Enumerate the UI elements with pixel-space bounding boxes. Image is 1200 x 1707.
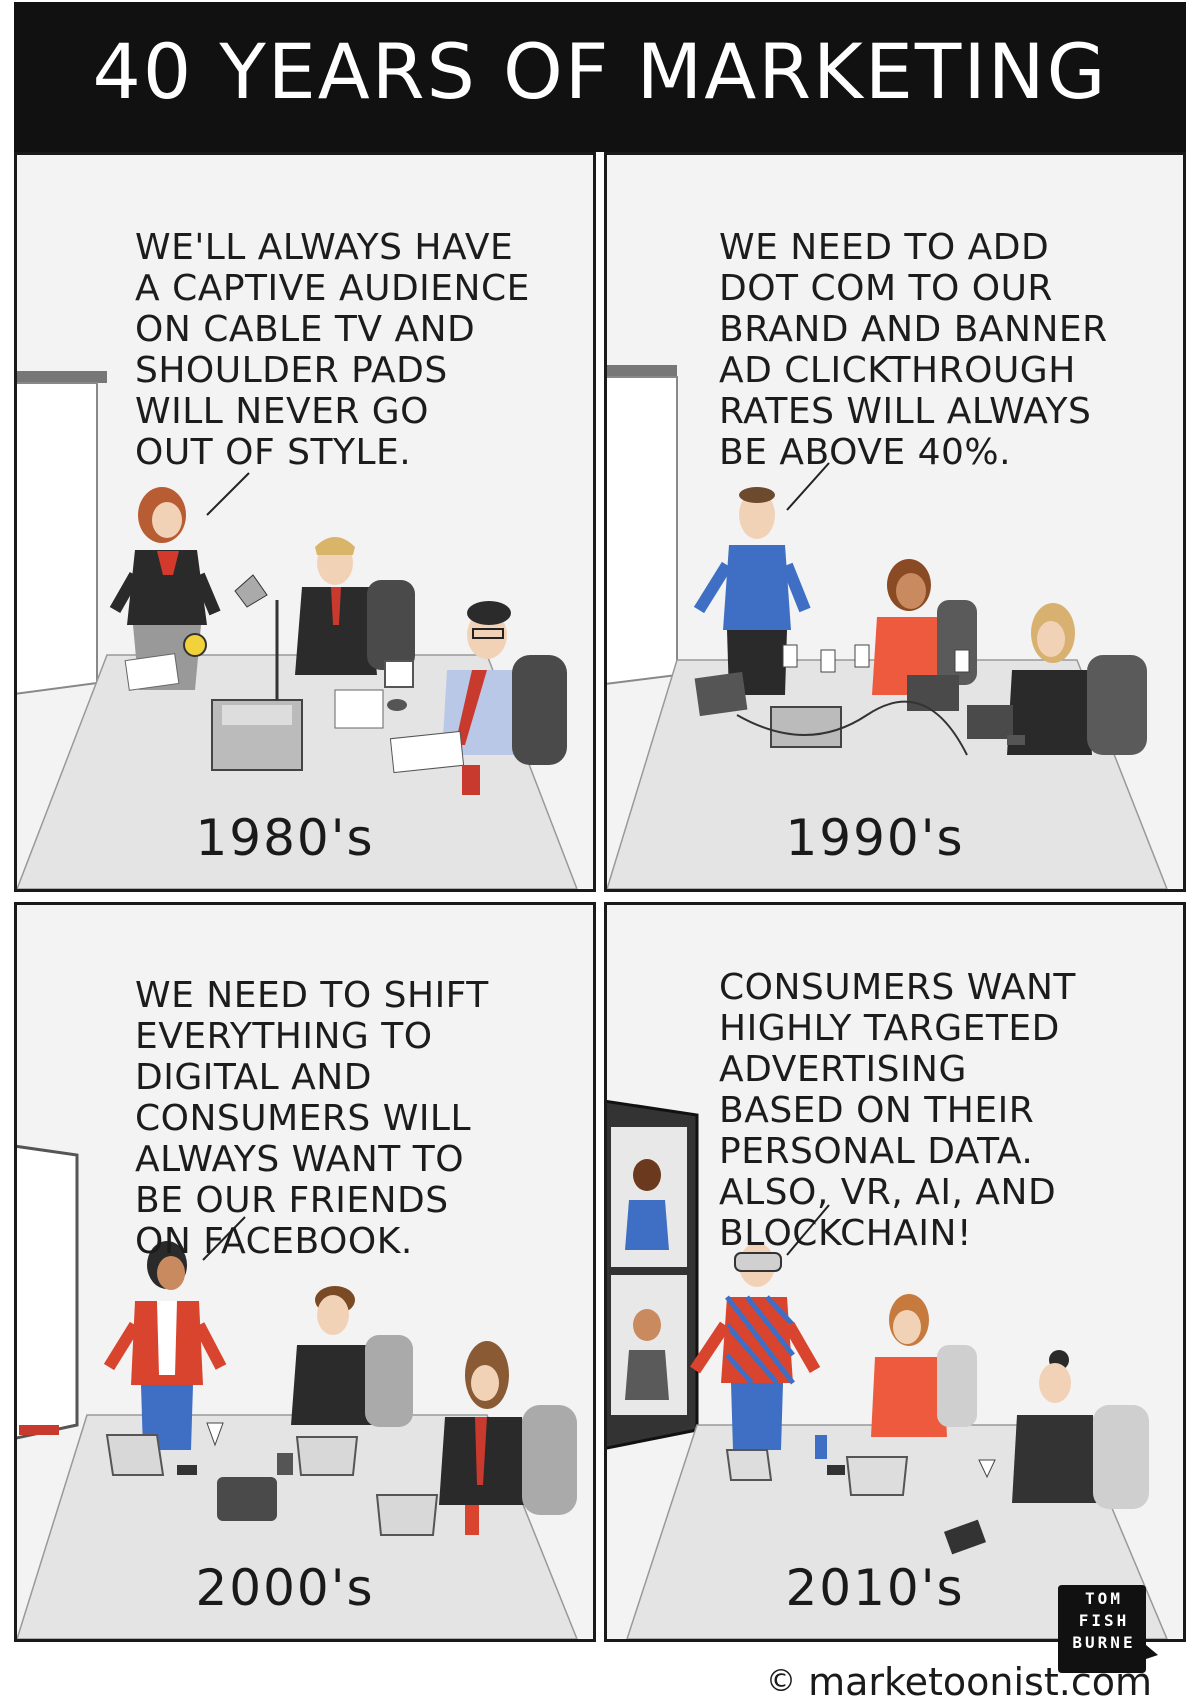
artist-signature-text: TOM FISH BURNE <box>1066 1588 1142 1654</box>
speech-line: ON FACEBOOK. <box>135 1221 413 1262</box>
speech-bubble-text: WE'LL ALWAYS HAVE A CAPTIVE AUDIENCE ON … <box>135 227 530 473</box>
artist-signature-badge <box>1058 1585 1158 1673</box>
speech-line: ADVERTISING <box>719 1049 967 1090</box>
signature-line: BURNE <box>1072 1633 1136 1652</box>
meeting-scene-1990s <box>607 365 1168 889</box>
speech-line: SHOULDER PADS <box>135 350 448 391</box>
speech-line: BE ABOVE 40%. <box>719 432 1012 473</box>
speech-line: CONSUMERS WILL <box>135 1098 472 1139</box>
speech-line: OUT OF STYLE. <box>135 432 412 473</box>
speech-bubble-text: WE NEED TO ADD DOT COM TO OUR BRAND AND … <box>719 227 1108 473</box>
speech-line: HIGHLY TARGETED <box>719 1008 1060 1049</box>
meeting-scene-2010s <box>607 1099 1168 1639</box>
speech-bubble-text: CONSUMERS WANT HIGHLY TARGETED ADVERTISI… <box>719 967 1076 1254</box>
speech-line: BRAND AND BANNER <box>719 309 1108 350</box>
speech-line: ALWAYS WANT TO <box>135 1139 465 1180</box>
speech-line: BE OUR FRIENDS <box>135 1180 449 1221</box>
speech-line: A CAPTIVE AUDIENCE <box>135 268 530 309</box>
speech-line: WILL NEVER GO <box>135 391 430 432</box>
speech-line: ON CABLE TV AND <box>135 309 476 350</box>
speech-line: ALSO, VR, AI, AND <box>719 1172 1057 1213</box>
speech-line: DIGITAL AND <box>135 1057 372 1098</box>
speech-line: AD CLICKTHROUGH <box>719 350 1076 391</box>
decade-label: 1990's <box>785 809 965 867</box>
speech-bubble-text: WE NEED TO SHIFT EVERYTHING TO DIGITAL A… <box>135 975 489 1262</box>
decade-label: 2010's <box>785 1559 965 1617</box>
speech-line: EVERYTHING TO <box>135 1016 433 1057</box>
panel-2000s: WE NEED TO SHIFT EVERYTHING TO DIGITAL A… <box>14 902 596 1642</box>
speech-line: WE NEED TO SHIFT <box>135 975 489 1016</box>
decade-label: 1980's <box>195 809 375 867</box>
speech-line: DOT COM TO OUR <box>719 268 1053 309</box>
signature-line: TOM <box>1085 1589 1123 1608</box>
signature-line: FISH <box>1078 1611 1130 1630</box>
panel-1990s: WE NEED TO ADD DOT COM TO OUR BRAND AND … <box>604 152 1186 892</box>
copyright-icon: © <box>765 1664 796 1699</box>
speech-line: CONSUMERS WANT <box>719 967 1076 1008</box>
speech-line: PERSONAL DATA. <box>719 1131 1034 1172</box>
title-banner: 40 YEARS OF MARKETING <box>14 2 1186 152</box>
meeting-scene-1980s <box>17 371 578 889</box>
panel-2010s: CONSUMERS WANT HIGHLY TARGETED ADVERTISI… <box>604 902 1186 1642</box>
decade-label: 2000's <box>195 1559 375 1617</box>
speech-line: BLOCKCHAIN! <box>719 1213 972 1254</box>
panel-1980s: WE'LL ALWAYS HAVE A CAPTIVE AUDIENCE ON … <box>14 152 596 892</box>
speech-line: WE NEED TO ADD <box>719 227 1050 268</box>
comic-title: 40 YEARS OF MARKETING <box>92 26 1108 116</box>
speech-line: BASED ON THEIR <box>719 1090 1035 1131</box>
meeting-scene-2000s <box>17 1144 578 1639</box>
speech-line: RATES WILL ALWAYS <box>719 391 1092 432</box>
site-credit: © marketoonist.com <box>766 1660 1152 1704</box>
speech-line: WE'LL ALWAYS HAVE <box>135 227 514 268</box>
credit-url: marketoonist.com <box>808 1660 1152 1704</box>
